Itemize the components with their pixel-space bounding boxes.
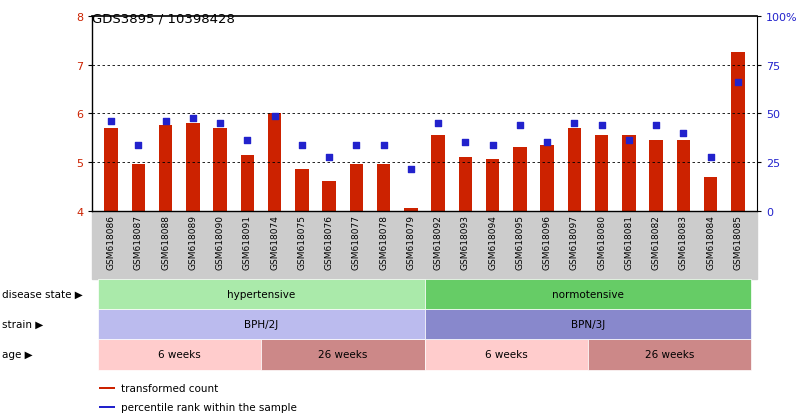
Bar [677, 141, 690, 211]
Point [432, 121, 445, 127]
Bar [131, 165, 145, 211]
Text: 26 weeks: 26 weeks [318, 349, 368, 360]
Text: GSM618082: GSM618082 [652, 214, 661, 269]
Bar [568, 128, 582, 211]
Point [214, 121, 227, 127]
Text: strain ▶: strain ▶ [2, 319, 42, 330]
Text: GSM618083: GSM618083 [679, 214, 688, 269]
Point [677, 130, 690, 137]
Text: GSM618087: GSM618087 [134, 214, 143, 269]
Point [159, 118, 172, 125]
Text: GSM618096: GSM618096 [542, 214, 552, 269]
Text: percentile rank within the sample: percentile rank within the sample [122, 402, 297, 412]
Bar [541, 145, 554, 211]
Point [650, 123, 662, 129]
Text: GSM618074: GSM618074 [270, 214, 280, 269]
Bar [459, 158, 473, 211]
Text: GSM618090: GSM618090 [215, 214, 224, 269]
Point [513, 123, 526, 129]
Point [731, 79, 744, 86]
Text: GSM618093: GSM618093 [461, 214, 470, 269]
Bar [104, 128, 118, 211]
Text: normotensive: normotensive [552, 289, 624, 299]
Text: 6 weeks: 6 weeks [158, 349, 201, 360]
Bar [650, 141, 663, 211]
Bar [159, 126, 172, 211]
Text: transformed count: transformed count [122, 383, 219, 393]
Bar [213, 128, 227, 211]
Bar [295, 170, 308, 211]
Text: GSM618094: GSM618094 [488, 214, 497, 269]
Text: BPN/3J: BPN/3J [571, 319, 605, 330]
Text: BPH/2J: BPH/2J [244, 319, 278, 330]
Bar [486, 160, 500, 211]
Point [323, 154, 336, 161]
Text: GSM618088: GSM618088 [161, 214, 170, 269]
Bar [622, 136, 636, 211]
Point [105, 118, 118, 125]
Bar [513, 148, 527, 211]
Bar [186, 124, 199, 211]
Point [405, 166, 417, 173]
Bar [704, 177, 718, 211]
Text: GSM618077: GSM618077 [352, 214, 361, 269]
Text: 6 weeks: 6 weeks [485, 349, 528, 360]
Point [350, 142, 363, 149]
Point [296, 142, 308, 149]
Bar [404, 209, 417, 211]
Text: GSM618097: GSM618097 [570, 214, 579, 269]
Point [187, 116, 199, 122]
Text: age ▶: age ▶ [2, 349, 32, 360]
Point [541, 140, 553, 146]
Text: GSM618085: GSM618085 [734, 214, 743, 269]
Point [568, 121, 581, 127]
Text: GSM618095: GSM618095 [515, 214, 525, 269]
Point [486, 142, 499, 149]
Text: GSM618091: GSM618091 [243, 214, 252, 269]
Bar [349, 165, 363, 211]
Bar [731, 53, 745, 211]
Text: disease state ▶: disease state ▶ [2, 289, 83, 299]
Point [377, 142, 390, 149]
Bar [322, 182, 336, 211]
Text: GSM618081: GSM618081 [625, 214, 634, 269]
Text: 26 weeks: 26 weeks [645, 349, 694, 360]
Bar [432, 136, 445, 211]
Point [595, 123, 608, 129]
Point [268, 113, 281, 120]
Bar [268, 114, 281, 211]
Bar [595, 136, 609, 211]
Text: GSM618086: GSM618086 [107, 214, 115, 269]
Point [132, 142, 145, 149]
Text: GSM618080: GSM618080 [597, 214, 606, 269]
Bar [376, 165, 390, 211]
Text: GSM618078: GSM618078 [379, 214, 388, 269]
Text: GSM618075: GSM618075 [297, 214, 307, 269]
Text: GSM618084: GSM618084 [706, 214, 715, 269]
Point [622, 138, 635, 144]
Text: GSM618076: GSM618076 [324, 214, 334, 269]
Point [459, 140, 472, 146]
Bar [99, 406, 115, 408]
Text: GDS3895 / 10398428: GDS3895 / 10398428 [92, 12, 235, 25]
Bar [240, 155, 254, 211]
Bar [99, 387, 115, 389]
Text: GSM618079: GSM618079 [406, 214, 416, 269]
Text: GSM618089: GSM618089 [188, 214, 197, 269]
Text: hypertensive: hypertensive [227, 289, 296, 299]
Point [704, 154, 717, 161]
Point [241, 138, 254, 144]
Text: GSM618092: GSM618092 [433, 214, 443, 269]
